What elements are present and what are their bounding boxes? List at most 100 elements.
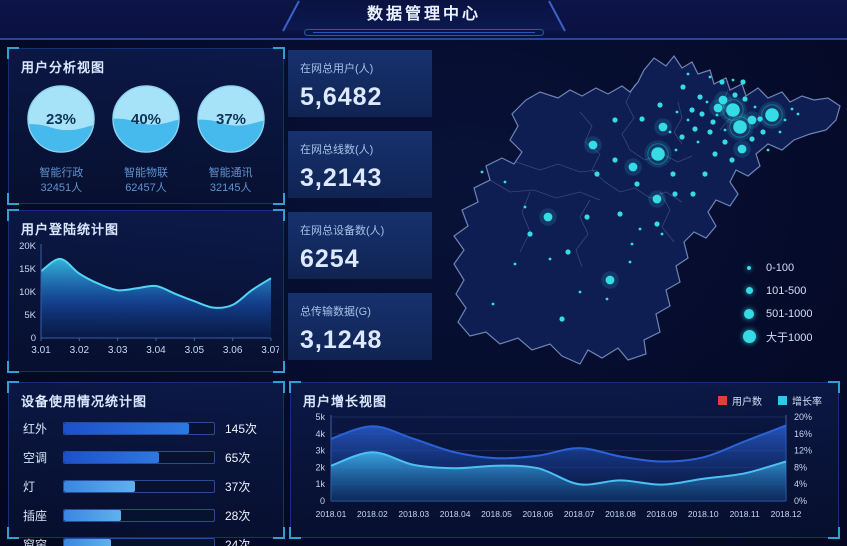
bar-track — [63, 480, 215, 493]
svg-text:40%: 40% — [131, 111, 161, 128]
gauge-label: 智能通讯 32145人 — [208, 167, 253, 194]
panel-user-growth: 用户增长视图 用户数 增长率 0 1k 2k 3k 4k 5k 0% 4% 8% 12% 16% 20%… — [289, 381, 840, 539]
stat-label: 在网总用户(人) — [300, 63, 374, 75]
svg-text:3k: 3k — [315, 446, 325, 456]
svg-text:0%: 0% — [794, 496, 807, 506]
growth-chart-legend: 用户数 增长率 — [702, 393, 822, 408]
device-bar-row: 红外 145次 — [23, 420, 269, 437]
bar-track — [63, 538, 215, 546]
legend-item-用户数[interactable]: 用户数 — [718, 393, 762, 408]
liquid-gauge: 23% 智能行政 32451人 — [19, 82, 103, 196]
login-area-chart: 0 5K 10K 15K 20K 3.01 3.02 3.03 3.04 3.05 3.06 3.07 — [19, 241, 281, 356]
bar-fill — [64, 481, 135, 492]
legend-swatch — [778, 396, 787, 405]
svg-text:15K: 15K — [19, 264, 37, 275]
corner-bracket-icon — [289, 381, 301, 393]
svg-text:3.06: 3.06 — [223, 345, 243, 356]
bar-label: 灯 — [23, 480, 36, 494]
bar-track — [63, 509, 215, 522]
panel-title: 用户增长视图 — [303, 394, 388, 409]
svg-text:16%: 16% — [794, 429, 812, 439]
corner-bracket-icon — [273, 209, 285, 221]
map-legend: 0-100 101-500 501-1000 大于1000 — [742, 256, 813, 348]
corner-bracket-icon — [7, 361, 19, 373]
legend-label: 501-1000 — [766, 307, 813, 320]
device-bar-row: 窗帘 24次 — [23, 536, 269, 546]
svg-text:2018.12: 2018.12 — [771, 509, 802, 519]
legend-label: 0-100 — [766, 261, 795, 274]
stat-label: 总传输数据(G) — [300, 306, 371, 318]
device-bar-row: 插座 28次 — [23, 507, 269, 524]
device-bar-row: 空调 65次 — [23, 449, 269, 466]
header-deco-line — [304, 29, 544, 36]
bar-label: 红外 — [23, 422, 48, 436]
map-legend-row: 0-100 — [742, 256, 813, 279]
svg-text:5K: 5K — [24, 310, 36, 321]
bar-track — [63, 422, 215, 435]
legend-dot-icon — [742, 308, 756, 319]
device-bar-row: 灯 37次 — [23, 478, 269, 495]
stat-card-total-lines: 在网总线数(人) 3,2143 — [288, 131, 432, 198]
svg-text:20%: 20% — [794, 412, 812, 422]
panel-title: 用户登陆统计图 — [21, 222, 120, 237]
stat-label: 在网总设备数(人) — [300, 225, 385, 237]
liquid-gauge: 37% 智能通讯 32145人 — [189, 82, 273, 196]
bar-value: 145次 — [225, 422, 258, 436]
stat-card-total-devices: 在网总设备数(人) 6254 — [288, 212, 432, 279]
bar-label: 插座 — [23, 509, 48, 523]
stat-label: 在网总线数(人) — [300, 144, 374, 156]
corner-bracket-icon — [273, 47, 285, 59]
corner-bracket-icon — [273, 193, 285, 205]
growth-dual-axis-chart: 0 1k 2k 3k 4k 5k 0% 4% 8% 12% 16% 20% 2018.01 2018.02… — [315, 412, 812, 519]
bar-fill — [64, 539, 111, 546]
svg-text:2018.06: 2018.06 — [522, 509, 553, 519]
legend-label: 101-500 — [766, 284, 807, 297]
svg-text:2018.08: 2018.08 — [605, 509, 636, 519]
svg-text:4k: 4k — [315, 429, 325, 439]
svg-text:3.03: 3.03 — [108, 345, 128, 356]
bar-fill — [64, 423, 189, 434]
bar-value: 24次 — [225, 538, 251, 546]
device-bar-chart: 红外 145次空调 65次灯 37次插座 28次窗帘 24次 — [9, 412, 283, 546]
corner-bracket-icon — [7, 209, 19, 221]
legend-dot-icon — [742, 287, 756, 294]
province-bubble-map — [453, 54, 841, 365]
legend-swatch — [718, 396, 727, 405]
panel-user-analysis: 用户分析视图 23% 智能行政 32451人 40% 智能物联 62457人 37% 智能通讯… — [7, 47, 285, 205]
header-bar: 数据管理中心 — [0, 0, 847, 40]
svg-text:2018.01: 2018.01 — [316, 509, 347, 519]
panel-title: 用户分析视图 — [21, 60, 106, 75]
corner-bracket-icon — [273, 361, 285, 373]
svg-text:2018.05: 2018.05 — [481, 509, 512, 519]
gauge-circle: 40% — [112, 85, 180, 153]
legend-label: 用户数 — [732, 397, 762, 408]
panel-device-usage: 设备使用情况统计图 红外 145次空调 65次灯 37次插座 28次窗帘 24次 — [7, 381, 285, 546]
map-legend-row: 101-500 — [742, 279, 813, 302]
svg-text:3.07: 3.07 — [261, 345, 279, 356]
svg-text:2018.09: 2018.09 — [647, 509, 678, 519]
corner-bracket-icon — [7, 527, 19, 539]
liquid-gauge: 40% 智能物联 62457人 — [104, 82, 188, 196]
corner-bracket-icon — [828, 381, 840, 393]
corner-bracket-icon — [828, 527, 840, 539]
stat-value: 3,2143 — [300, 164, 383, 192]
stat-card-total-users: 在网总用户(人) 5,6482 — [288, 50, 432, 117]
legend-label: 大于1000 — [766, 331, 813, 344]
svg-text:23%: 23% — [46, 111, 76, 128]
svg-text:4%: 4% — [794, 479, 807, 489]
gauge-label: 智能物联 62457人 — [123, 167, 168, 194]
corner-bracket-icon — [7, 47, 19, 59]
legend-item-增长率[interactable]: 增长率 — [778, 393, 822, 408]
bar-fill — [64, 510, 121, 521]
svg-text:20K: 20K — [19, 241, 37, 252]
bar-value: 28次 — [225, 509, 251, 523]
liquid-gauges: 23% 智能行政 32451人 40% 智能物联 62457人 37% 智能通讯 32145人 — [9, 78, 283, 196]
svg-text:5k: 5k — [315, 412, 325, 422]
legend-dot-icon — [742, 330, 756, 343]
bar-label: 空调 — [23, 451, 48, 465]
map-legend-row: 大于1000 — [742, 325, 813, 348]
page-title: 数据管理中心 — [366, 6, 481, 23]
bar-value: 37次 — [225, 480, 251, 494]
svg-text:12%: 12% — [794, 446, 812, 456]
panel-title: 设备使用情况统计图 — [21, 394, 148, 409]
